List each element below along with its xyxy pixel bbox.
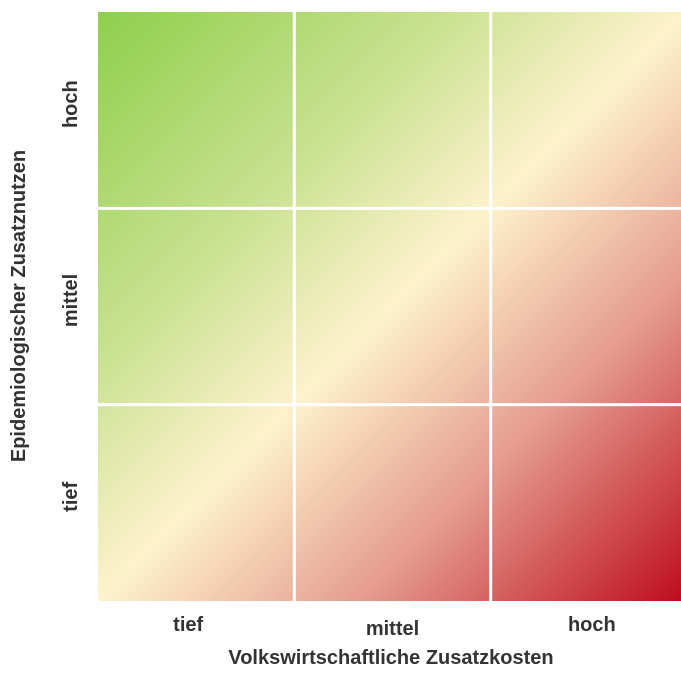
x-axis-title: Volkswirtschaftliche Zusatzkosten — [228, 647, 553, 669]
plot-area — [98, 12, 681, 601]
x-tick-label: tief — [173, 614, 203, 636]
x-tick-label: hoch — [568, 614, 616, 636]
y-tick-label: tief — [60, 481, 82, 511]
y-tick-label: hoch — [60, 80, 82, 128]
y-tick-labels: tief mittel hoch — [60, 80, 82, 512]
x-tick-label: mittel — [366, 618, 419, 640]
x-tick-labels: tief mittel hoch — [173, 614, 616, 640]
y-axis-title: Epidemiologischer Zusatznutzen — [8, 150, 30, 462]
y-tick-label: mittel — [60, 274, 82, 327]
grid-lines — [98, 12, 681, 601]
